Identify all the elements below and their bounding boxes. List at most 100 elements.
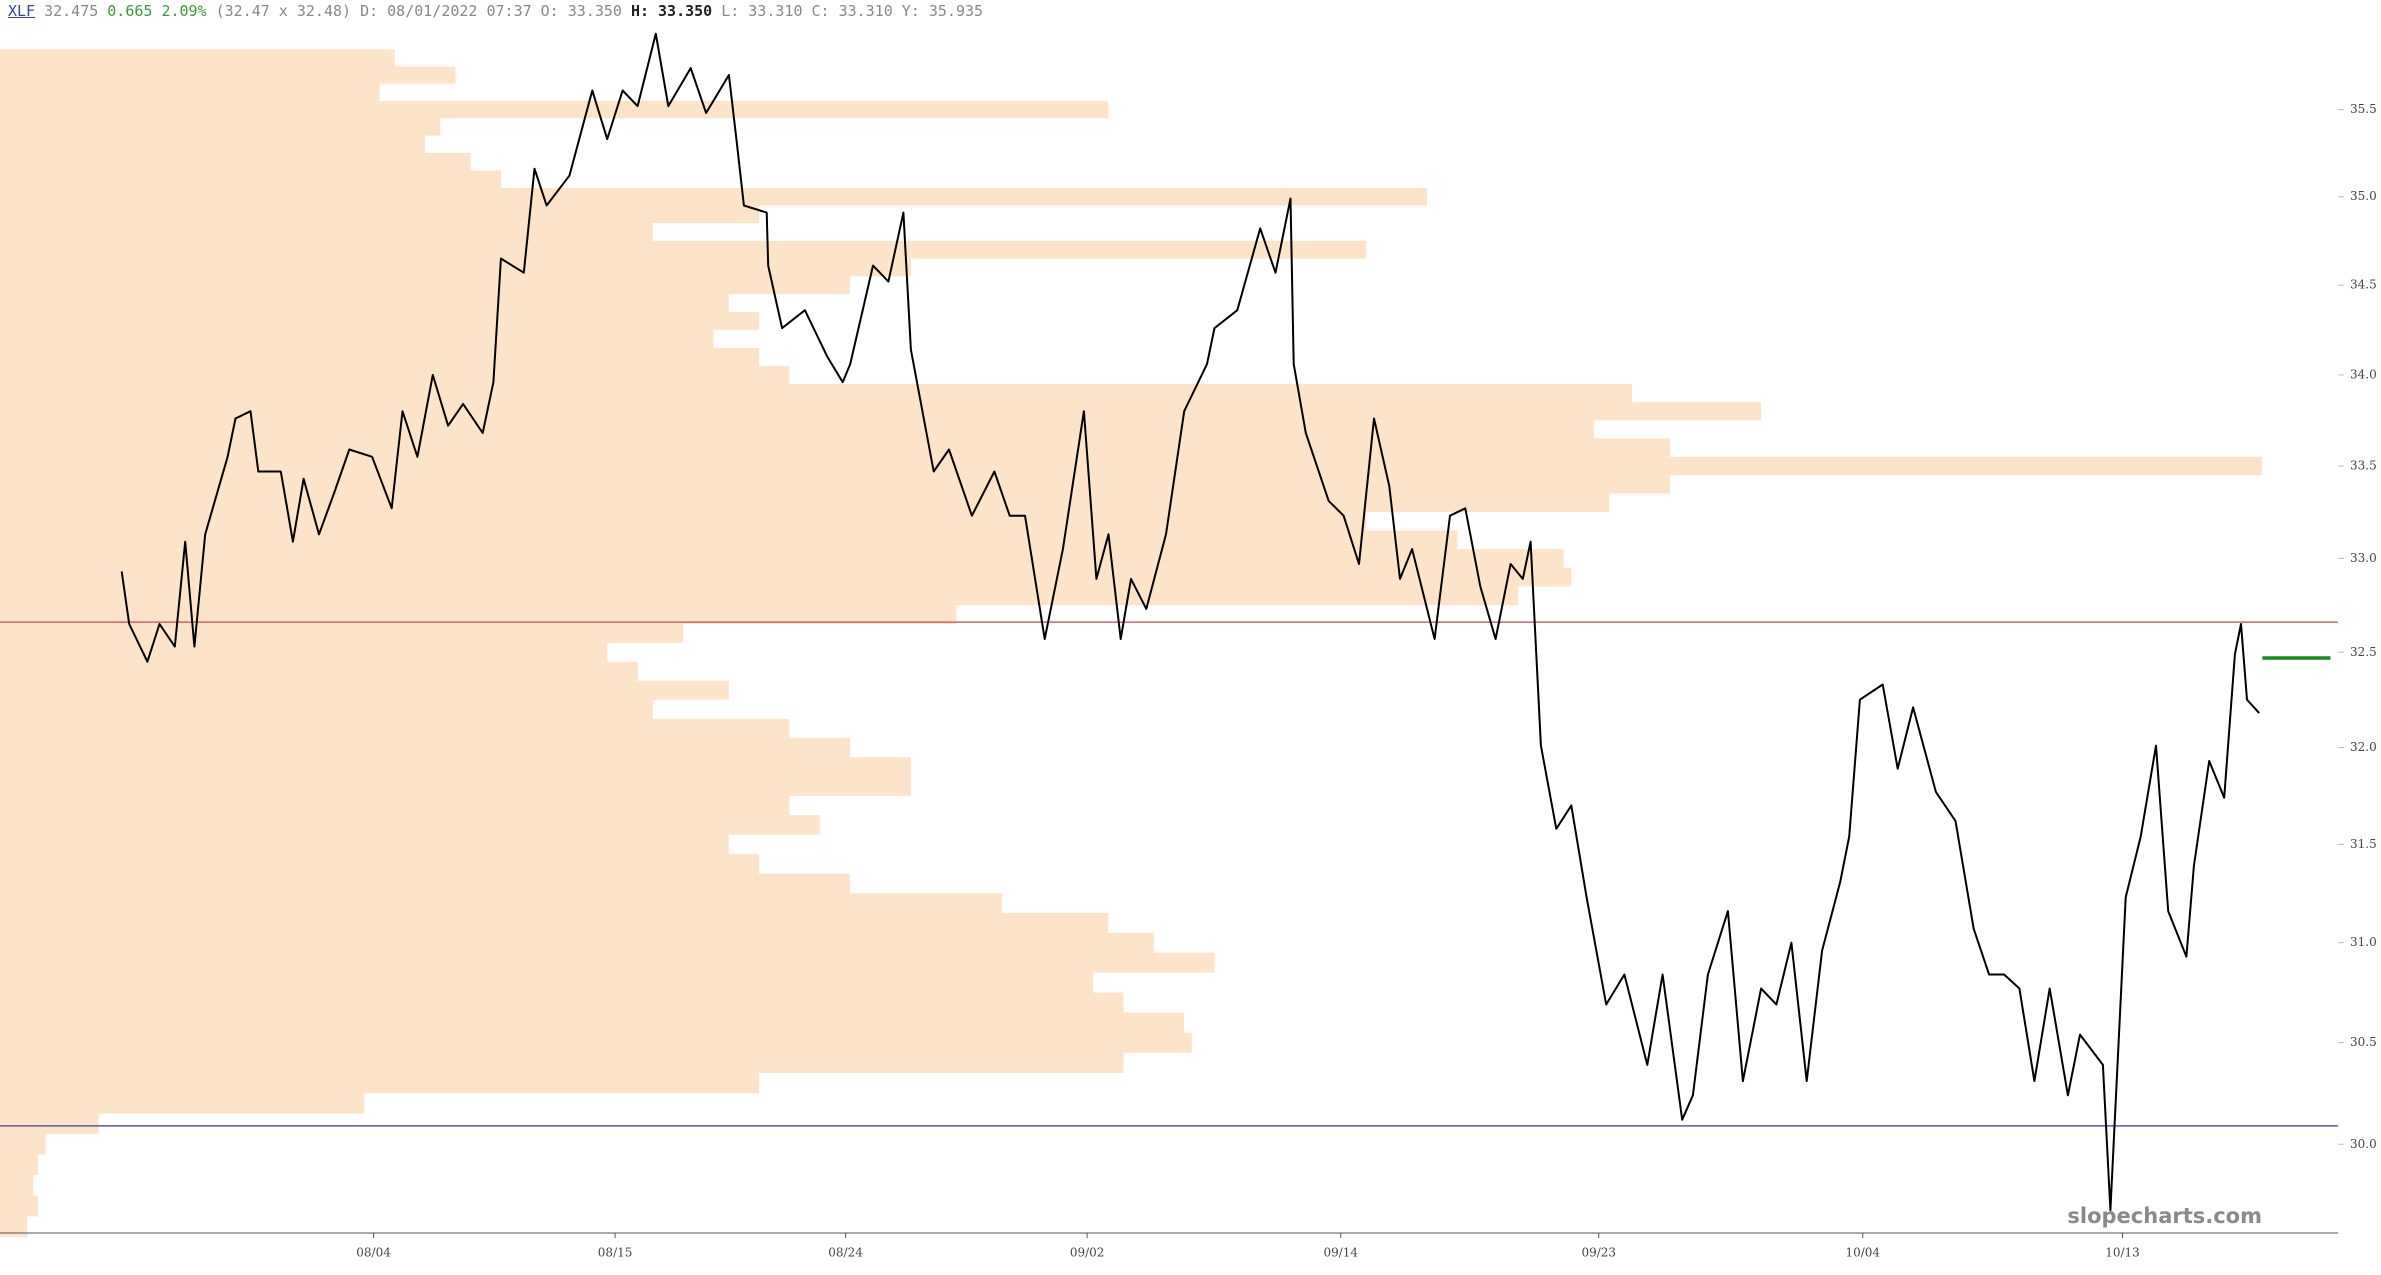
y-tick-label: 32.5: [2350, 645, 2377, 659]
profile-bar: [0, 493, 1610, 513]
y-tick-label: 33.5: [2350, 458, 2377, 472]
profile-bar: [0, 1216, 28, 1238]
profile-bar: [0, 1154, 38, 1176]
y-tick-label: 35.5: [2350, 102, 2377, 116]
change: 0.665: [107, 2, 153, 20]
profile-bar: [0, 605, 957, 624]
profile-bar: [0, 420, 1595, 439]
date: D: 08/01/2022 07:37: [360, 2, 532, 20]
profile-bar: [0, 152, 471, 171]
profile-bar: [0, 347, 760, 366]
profile-bar: [0, 661, 638, 681]
x-tick-label: 10/13: [2105, 1246, 2140, 1260]
plot: [0, 32, 2338, 1212]
profile-bar: [0, 1032, 1192, 1053]
profile-bar: [0, 100, 1109, 119]
change-pct: 2.09%: [161, 2, 207, 20]
profile-bar: [0, 972, 1094, 993]
profile-bar: [0, 776, 911, 796]
profile-bar: [0, 383, 1633, 403]
profile-bar: [0, 1072, 760, 1094]
profile-bar: [0, 1175, 34, 1196]
y-tick-label: 34.5: [2350, 278, 2377, 292]
profile-bar: [0, 49, 395, 67]
profile-bar: [0, 642, 608, 662]
y-tick-label: 30.0: [2350, 1137, 2377, 1151]
profile-bar: [0, 187, 1428, 206]
watermark: slopecharts.com: [2067, 1204, 2262, 1228]
profile-bar: [0, 311, 760, 330]
x-tick-label: 09/23: [1581, 1246, 1616, 1260]
profile-bar: [0, 83, 380, 101]
profile-bar: [0, 913, 1109, 933]
profile-bar: [0, 329, 714, 348]
open: O: 33.350: [540, 2, 622, 20]
y-value: Y: 35.935: [901, 2, 984, 20]
y-tick-label: 34.0: [2350, 367, 2377, 381]
low: L: 33.310: [721, 2, 803, 20]
profile-bar: [0, 680, 729, 700]
profile-bar: [0, 456, 2263, 476]
profile-bar: [0, 757, 911, 777]
profile-bar: [0, 223, 653, 241]
profile-bar: [0, 623, 684, 643]
profile-bar: [0, 567, 1572, 587]
profile-bar: [0, 438, 1670, 457]
profile-bar: [0, 952, 1215, 973]
profile-bar: [0, 294, 729, 312]
profile-bar: [0, 530, 1458, 550]
symbol[interactable]: XLF: [8, 2, 36, 20]
profile-bar: [0, 1134, 46, 1155]
profile-bar: [0, 240, 1367, 259]
profile-bar: [0, 815, 820, 835]
profile-bar: [0, 1195, 38, 1217]
x-tick-label: 09/02: [1070, 1246, 1105, 1260]
y-tick-label: 31.5: [2350, 837, 2377, 851]
x-tick-label: 08/04: [356, 1246, 391, 1260]
profile-bar: [0, 932, 1154, 953]
price-line: [120, 32, 2260, 1212]
profile-bar: [0, 1052, 1124, 1073]
y-tick-label: 33.0: [2350, 551, 2377, 565]
profile-bar: [0, 118, 441, 136]
profile-bar: [0, 699, 653, 719]
x-tick-label: 08/24: [828, 1246, 863, 1260]
profile-bar: [0, 1113, 99, 1135]
profile-bar: [0, 258, 911, 277]
axes: 30.0 30.5 31.0 31.5 32.0 32.5 33.0 33.5 34.0 34.5…: [0, 102, 2377, 1260]
profile-bar: [0, 834, 729, 855]
profile-bar: [0, 893, 1002, 914]
quote-header: XLF 32.475 0.665 2.09% (32.47 x 32.48) D: 08/…: [8, 2, 992, 20]
profile-bar: [0, 873, 851, 894]
profile-bar: [0, 512, 1367, 531]
close: C: 33.310: [811, 2, 893, 20]
profile-bar: [0, 549, 1564, 568]
profile-bar: [0, 170, 501, 188]
y-tick-label: 32.0: [2350, 740, 2377, 754]
y-tick-label: 31.0: [2350, 935, 2377, 949]
profile-bar: [0, 135, 426, 153]
profile-bar: [0, 737, 851, 758]
profile-bar: [0, 1093, 365, 1114]
profile-bar: [0, 66, 456, 84]
y-tick-label: 35.0: [2350, 189, 2377, 203]
bid-ask: (32.47 x 32.48): [215, 2, 352, 20]
profile-bar: [0, 1012, 1185, 1033]
x-tick-label: 09/14: [1323, 1246, 1358, 1260]
y-tick-label: 30.5: [2350, 1035, 2377, 1049]
profile-bar: [0, 205, 760, 224]
high: H: 33.350: [630, 2, 713, 20]
profile-bar: [0, 475, 1670, 494]
profile-bar: [0, 276, 851, 295]
x-tick-label: 08/15: [598, 1246, 633, 1260]
last-price: 32.475: [44, 2, 99, 20]
profile-bar: [0, 586, 1519, 606]
profile-bar: [0, 795, 790, 816]
volume-profile: [0, 49, 2263, 1238]
x-tick-label: 10/04: [1845, 1246, 1880, 1260]
profile-bar: [0, 402, 1762, 421]
profile-bar: [0, 718, 790, 738]
profile-bar: [0, 992, 1124, 1013]
